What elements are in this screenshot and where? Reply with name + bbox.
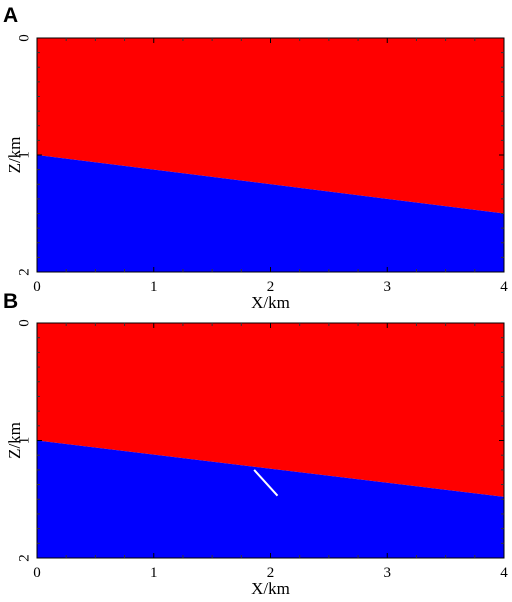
white-line-segment xyxy=(253,469,279,497)
y-ticks xyxy=(37,322,504,559)
upper-layer xyxy=(37,323,504,497)
lower-layer xyxy=(37,440,504,558)
x-axis-title: X/km xyxy=(251,293,290,312)
y-tick-labels: 0 1 2 xyxy=(16,34,32,276)
x-ticks xyxy=(36,38,505,272)
x-tick-label: 2 xyxy=(267,279,275,295)
y-tick-label: 2 xyxy=(16,268,32,276)
x-tick-label: 0 xyxy=(33,565,41,581)
x-tick-label: 2 xyxy=(267,565,275,581)
x-tick-label: 1 xyxy=(150,279,158,295)
x-tick-label: 3 xyxy=(384,279,392,295)
panel-letter-a: A xyxy=(3,4,18,27)
y-tick-label: 0 xyxy=(16,319,32,327)
panel-b: B 0 1 2 3 4 0 1 2 X/km Z/km xyxy=(3,290,508,598)
y-tick-label: 2 xyxy=(16,554,32,562)
x-ticks xyxy=(36,323,505,558)
x-tick-label: 4 xyxy=(500,279,508,295)
y-ticks xyxy=(37,37,504,273)
y-axis-title: Z/km xyxy=(5,137,24,174)
x-tick-label: 3 xyxy=(384,565,392,581)
panel-a: A 0 1 2 3 4 0 1 2 X/km Z/km xyxy=(3,4,508,312)
y-tick-label: 1 xyxy=(16,437,32,445)
x-axis-title: X/km xyxy=(251,579,290,598)
x-tick-label: 1 xyxy=(150,565,158,581)
y-tick-label: 1 xyxy=(16,151,32,159)
panel-letter-b: B xyxy=(3,290,18,313)
x-tick-labels: 0 1 2 3 4 xyxy=(33,279,508,295)
y-tick-labels: 0 1 2 xyxy=(16,319,32,562)
y-axis-title: Z/km xyxy=(5,422,24,459)
y-tick-label: 0 xyxy=(16,34,32,42)
x-tick-label: 0 xyxy=(33,279,41,295)
lower-layer xyxy=(37,155,504,272)
x-tick-label: 4 xyxy=(500,565,508,581)
x-tick-labels: 0 1 2 3 4 xyxy=(33,565,508,581)
